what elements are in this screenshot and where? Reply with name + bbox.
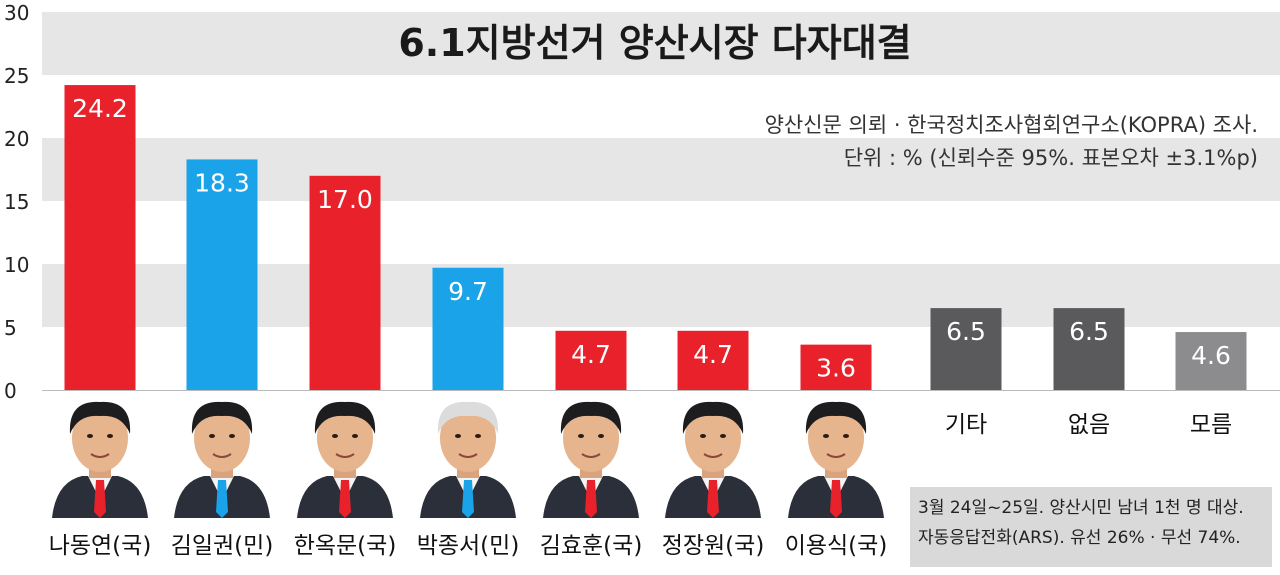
bar-value-label: 4.7 bbox=[693, 340, 733, 369]
y-tick-label: 15 bbox=[4, 190, 29, 214]
mouth-shape bbox=[458, 453, 478, 458]
footnote-line-1: 3월 24일~25일. 양산시민 남녀 1천 명 대상. bbox=[918, 498, 1244, 518]
x-tick-label: 한옥문(국) bbox=[294, 533, 397, 559]
y-axis-ticks: 0 5 10 15 20 25 30 bbox=[4, 1, 29, 403]
y-tick-label: 20 bbox=[4, 127, 29, 151]
tie-shape bbox=[707, 480, 719, 518]
bar bbox=[309, 175, 381, 390]
hair-shape bbox=[805, 401, 867, 434]
hair-shape bbox=[437, 401, 499, 434]
x-tick-label: 모름 bbox=[1190, 412, 1232, 438]
eye-shape bbox=[209, 434, 215, 438]
eye-shape bbox=[720, 434, 726, 438]
eye-shape bbox=[455, 434, 461, 438]
candidate-photo bbox=[174, 401, 270, 518]
bar bbox=[677, 330, 749, 390]
candidate-photo bbox=[52, 401, 148, 518]
eye-shape bbox=[598, 434, 604, 438]
hair-shape bbox=[191, 401, 253, 434]
candidate-photo bbox=[297, 401, 393, 518]
x-tick-label: 박종서(민) bbox=[417, 533, 520, 559]
bar bbox=[555, 330, 627, 390]
bar bbox=[64, 85, 136, 390]
x-tick-label: 이용식(국) bbox=[785, 533, 888, 559]
x-tick-label: 나동연(국) bbox=[49, 533, 152, 559]
footnote-line-2: 자동응답전화(ARS). 유선 26% · 무선 74%. bbox=[918, 528, 1241, 548]
candidate-photos bbox=[52, 401, 884, 518]
eye-shape bbox=[229, 434, 235, 438]
chart-title: 6.1지방선거 양산시장 다자대결 bbox=[398, 21, 911, 65]
y-tick-label: 25 bbox=[4, 64, 29, 88]
x-tick-label: 김일권(민) bbox=[171, 533, 274, 559]
face-shape bbox=[563, 404, 619, 472]
bar bbox=[930, 308, 1002, 390]
bar bbox=[186, 159, 258, 390]
hair-shape bbox=[314, 401, 376, 434]
mouth-shape bbox=[581, 453, 601, 458]
eye-shape bbox=[700, 434, 706, 438]
candidate-photo bbox=[420, 401, 516, 518]
candidate-photo bbox=[665, 401, 761, 518]
eye-shape bbox=[107, 434, 113, 438]
tie-shape bbox=[585, 480, 597, 518]
bar-value-label: 6.5 bbox=[1069, 317, 1109, 346]
candidate-photo bbox=[788, 401, 884, 518]
source-line-1: 양산신문 의뢰 · 한국정치조사협회연구소(KOPRA) 조사. bbox=[765, 113, 1258, 137]
bars-group: 24.2 18.3 17.0 9.7 4.7 4.7 3.6 6.5 6.5 4.6 bbox=[64, 85, 1247, 390]
mouth-shape bbox=[212, 453, 232, 458]
bar bbox=[800, 344, 872, 390]
x-tick-label: 김효훈(국) bbox=[540, 533, 643, 559]
mouth-shape bbox=[335, 453, 355, 458]
x-axis-labels: 나동연(국) 김일권(민) 한옥문(국) 박종서(민) 김효훈(국) 정장원(국) 이용식(… bbox=[49, 412, 1232, 559]
bar bbox=[432, 267, 504, 390]
face-shape bbox=[685, 404, 741, 472]
hair-shape bbox=[69, 401, 131, 434]
bar-value-label: 18.3 bbox=[194, 168, 250, 197]
eye-shape bbox=[823, 434, 829, 438]
bar bbox=[1175, 332, 1247, 390]
candidate-photo bbox=[543, 401, 639, 518]
grid-band bbox=[42, 12, 1280, 75]
mouth-shape bbox=[90, 453, 110, 458]
face-shape bbox=[440, 404, 496, 472]
hair-shape bbox=[682, 401, 744, 434]
bar-value-label: 9.7 bbox=[448, 277, 488, 306]
source-line-2: 단위 : % (신뢰수준 95%. 표본오차 ±3.1%p) bbox=[844, 146, 1258, 170]
tie-shape bbox=[94, 480, 106, 518]
bar-value-label: 17.0 bbox=[317, 185, 373, 214]
y-tick-label: 30 bbox=[4, 1, 29, 25]
hair-shape bbox=[560, 401, 622, 434]
tie-shape bbox=[462, 480, 474, 518]
x-tick-label: 기타 bbox=[945, 412, 987, 438]
face-shape bbox=[317, 404, 373, 472]
eye-shape bbox=[87, 434, 93, 438]
bar-value-label: 24.2 bbox=[72, 94, 128, 123]
mouth-shape bbox=[703, 453, 723, 458]
eye-shape bbox=[843, 434, 849, 438]
bar bbox=[1053, 308, 1125, 390]
tie-shape bbox=[830, 480, 842, 518]
face-shape bbox=[808, 404, 864, 472]
y-tick-label: 0 bbox=[4, 379, 17, 403]
eye-shape bbox=[332, 434, 338, 438]
tie-shape bbox=[339, 480, 351, 518]
y-tick-label: 10 bbox=[4, 253, 29, 277]
x-tick-label: 정장원(국) bbox=[662, 533, 765, 559]
y-tick-label: 5 bbox=[4, 316, 17, 340]
tie-shape bbox=[216, 480, 228, 518]
face-shape bbox=[194, 404, 250, 472]
eye-shape bbox=[578, 434, 584, 438]
mouth-shape bbox=[826, 453, 846, 458]
eye-shape bbox=[475, 434, 481, 438]
bar-value-label: 6.5 bbox=[946, 317, 986, 346]
x-tick-label: 없음 bbox=[1068, 412, 1110, 438]
face-shape bbox=[72, 404, 128, 472]
bar-value-label: 4.7 bbox=[571, 340, 611, 369]
eye-shape bbox=[352, 434, 358, 438]
bar-value-label: 4.6 bbox=[1191, 341, 1231, 370]
survey-footnote: 3월 24일~25일. 양산시민 남녀 1천 명 대상. 자동응답전화(ARS)… bbox=[910, 487, 1272, 567]
bar-value-label: 3.6 bbox=[816, 354, 856, 383]
